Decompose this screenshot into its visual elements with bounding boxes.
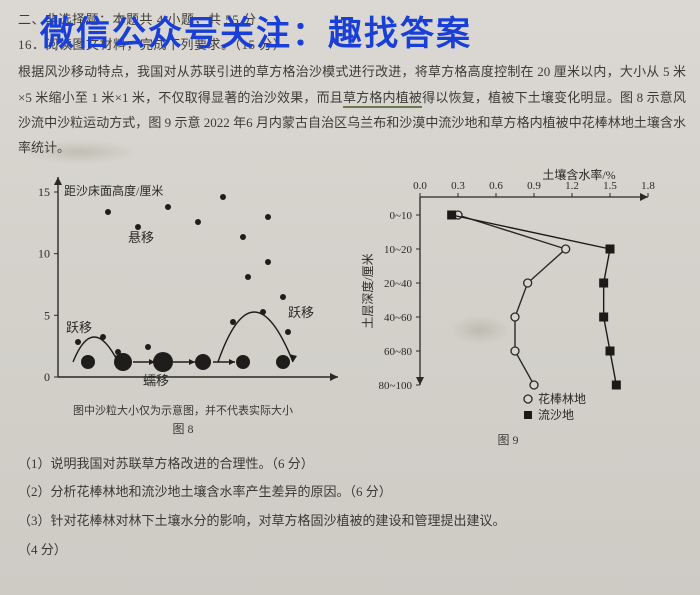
figure-8-caption: 图 8 <box>18 420 348 437</box>
svg-text:跃移: 跃移 <box>288 305 314 320</box>
exam-page: 微信公众号关注：趣找答案 二、非选择题：本题共 4 小题，共 55 分 16．阅… <box>0 0 700 595</box>
svg-text:0.3: 0.3 <box>451 180 465 192</box>
svg-text:流沙地: 流沙地 <box>538 408 574 422</box>
figure-8-note: 图中沙粒大小仅为示意图，并不代表实际大小 <box>18 402 348 418</box>
svg-text:土层深度/厘米: 土层深度/厘米 <box>360 253 375 328</box>
question-1: （1）说明我国对苏联草方格改进的合理性。（6 分） <box>18 452 686 477</box>
svg-text:土壤含水率/%: 土壤含水率/% <box>542 167 615 182</box>
svg-text:0.6: 0.6 <box>489 180 503 192</box>
passage-body: 根据风沙移动特点，我国对从苏联引进的草方格治沙模式进行改进，将草方格高度控制在 … <box>18 64 686 155</box>
highlighted-phrase: 草方格内植被 <box>343 90 422 108</box>
svg-text:0~10: 0~10 <box>390 210 413 222</box>
svg-text:10~20: 10~20 <box>384 244 412 256</box>
question-number: 16．阅读图文材料，完成下列要求。（15 分） <box>18 33 686 58</box>
question-2: （2）分析花棒林地和流沙地土壤含水率产生差异的原因。（6 分） <box>18 480 686 505</box>
svg-text:60~80: 60~80 <box>384 346 412 358</box>
svg-text:5: 5 <box>44 308 50 322</box>
svg-text:距沙床面高度/厘米: 距沙床面高度/厘米 <box>64 183 163 198</box>
svg-text:1.8: 1.8 <box>641 180 655 192</box>
figure-9-caption: 图 9 <box>358 431 658 448</box>
svg-text:15: 15 <box>38 185 50 199</box>
svg-text:悬移: 悬移 <box>128 230 154 245</box>
figure-9: 0.00.30.60.91.21.51.8土壤含水率/%0~1010~2020~… <box>358 167 658 448</box>
svg-text:蠕移: 蠕移 <box>143 373 169 388</box>
svg-text:40~60: 40~60 <box>384 312 412 324</box>
svg-text:0.0: 0.0 <box>413 180 427 192</box>
svg-text:跃移: 跃移 <box>66 320 92 335</box>
charts-row: 051015距沙床面高度/厘米悬移跃移跃移蠕移 图中沙粒大小仅为示意图，并不代表… <box>18 167 686 448</box>
svg-text:花棒林地: 花棒林地 <box>538 391 586 406</box>
question-3b: （4 分） <box>18 538 686 563</box>
question-3a: （3）针对花棒林对林下土壤水分的影响，对草方格固沙植被的建设和管理提出建议。 <box>18 509 686 534</box>
figure-8-svg: 051015距沙床面高度/厘米悬移跃移跃移蠕移 <box>18 167 348 402</box>
svg-text:20~40: 20~40 <box>384 278 412 290</box>
svg-text:80~100: 80~100 <box>379 380 413 392</box>
passage-text: 根据风沙移动特点，我国对从苏联引进的草方格治沙模式进行改进，将草方格高度控制在 … <box>18 59 686 160</box>
svg-text:0.9: 0.9 <box>527 180 541 192</box>
svg-text:10: 10 <box>38 246 50 260</box>
section-header: 二、非选择题：本题共 4 小题，共 55 分 <box>18 8 686 33</box>
svg-text:0: 0 <box>44 370 50 384</box>
figure-8: 051015距沙床面高度/厘米悬移跃移跃移蠕移 图中沙粒大小仅为示意图，并不代表… <box>18 167 348 437</box>
figure-9-svg: 0.00.30.60.91.21.51.8土壤含水率/%0~1010~2020~… <box>358 167 658 429</box>
